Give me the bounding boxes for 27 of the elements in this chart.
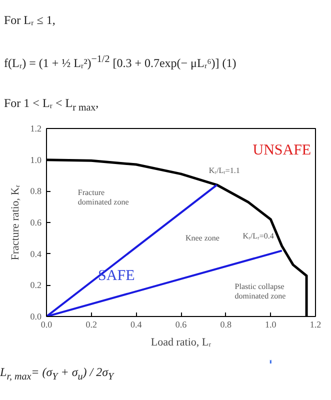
y-tick-label: 0.0 xyxy=(30,312,42,322)
text: For Lᵣ ≤ 1, xyxy=(4,13,56,27)
x-tick-label: 0.4 xyxy=(130,320,142,330)
annotation: SAFE xyxy=(98,268,135,284)
y-axis-title: Fracture ratio, Kᵣ xyxy=(9,184,22,260)
text: f(Lᵣ) = (1 + ½ Lᵣ²)$^{−1/2}$ [0.3 + 0.7exp(− μLᵣ⁶)] (1) xyxy=(4,54,236,70)
text: For 1 < Lᵣ < L$_{r max}$, xyxy=(4,96,99,114)
text: L$_{r, max}$= (σ$_{Y}$ + σ$_{u}$) / 2σ$_{Y}$ xyxy=(0,364,114,384)
y-tick-label: 0.6 xyxy=(30,218,42,228)
annotation: Kᵣ/Lᵣ=1.1 xyxy=(208,166,240,175)
y-tick-label: 0.2 xyxy=(30,280,42,290)
y-tick-label: 0.8 xyxy=(30,186,42,196)
x-tick-label: 1.0 xyxy=(265,320,277,330)
annotation: Plastic collapse dominated zone xyxy=(234,282,286,301)
x-tick-label: 0.0 xyxy=(40,320,53,330)
x-tick-label: 0.2 xyxy=(86,320,97,330)
annotation: Kᵣ/Lᵣ=0.4 xyxy=(242,232,274,241)
annotation: Knee zone xyxy=(185,234,220,243)
x-tick-label: 0.8 xyxy=(220,320,232,330)
x-tick-label: 1.2 xyxy=(310,320,322,330)
y-tick-label: 1.2 xyxy=(30,124,42,134)
y-tick-label: 1.0 xyxy=(30,154,42,165)
annotation: Fracture dominated zone xyxy=(78,188,130,207)
y-tick-label: 0.4 xyxy=(30,248,42,259)
x-tick-label: 0.6 xyxy=(175,320,188,330)
annotation: UNSAFE xyxy=(252,142,312,158)
x-axis-title: Load ratio, Lᵣ xyxy=(150,336,212,348)
